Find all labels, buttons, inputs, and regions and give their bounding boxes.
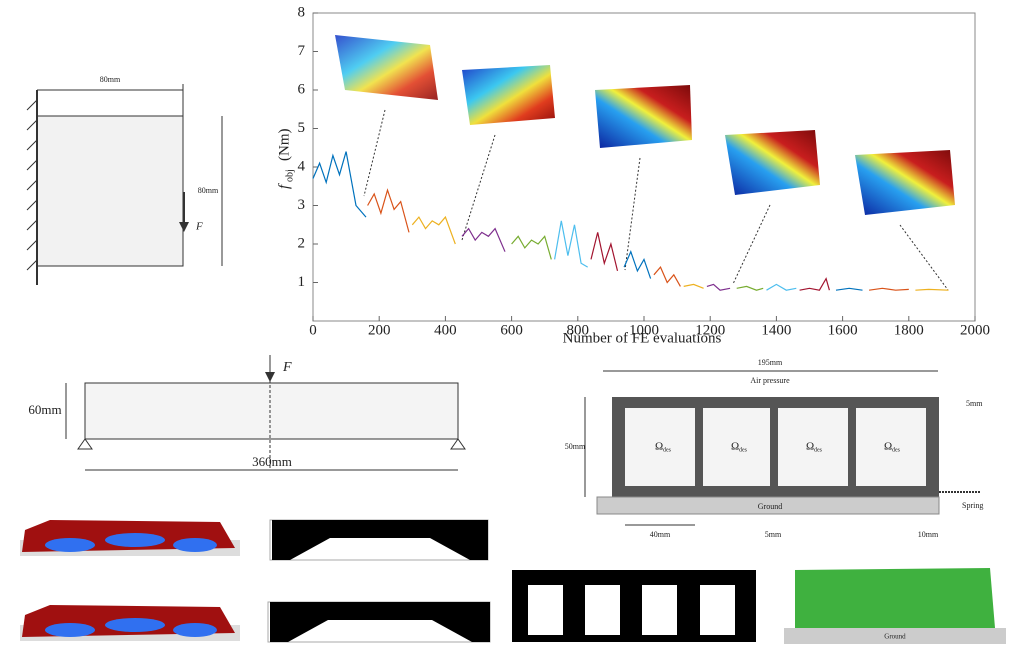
y-label-symbol: f [276,183,292,189]
domain-subscript: des [739,447,748,453]
x-tick-label: 800 [567,322,590,338]
line-series [707,284,730,290]
domain-subscript: des [663,447,672,453]
results: Ground [20,520,1006,644]
load-label: Air pressure [750,376,790,385]
y-label-subscript: obj [284,169,295,182]
dimension-label: 80mm [198,186,219,195]
line-series [737,286,764,290]
dimension-label: 40mm [650,530,671,539]
y-tick-label: 5 [298,120,306,136]
beam-diagram: F 60mm 360mm [28,355,465,470]
inset-surface [595,85,692,148]
x-tick-label: 400 [434,322,457,338]
x-tick-label: 2000 [960,322,990,338]
x-tick-label: 1200 [695,322,725,338]
inset-surface [725,130,820,195]
y-label-unit: (Nm) [276,129,292,162]
spring-label: Spring [962,501,983,510]
line-series [800,279,830,291]
y-tick-label: 2 [298,235,306,251]
line-series [836,288,863,290]
inset-surface [335,35,438,100]
x-tick-label: 1600 [828,322,858,338]
line-series [512,236,552,259]
dimension-label: 60mm [28,402,61,417]
line-series [654,267,681,286]
inset-surface [855,150,955,215]
dimension-label: 5mm [765,530,782,539]
domain-subscript: des [814,447,823,453]
figure: 80mm 80mm F Number of FE evaluations f o… [0,0,1012,647]
y-tick-label: 8 [298,4,306,20]
line-series [767,284,797,290]
y-tick-label: 6 [298,81,306,97]
line-series [591,232,618,271]
y-tick-label: 7 [298,43,306,59]
force-label: F [282,360,292,375]
force-label: F [195,221,203,233]
cantilever-diagram: 80mm 80mm F [27,75,222,285]
ground-label: Ground [758,502,782,511]
x-tick-label: 1000 [629,322,659,338]
x-tick-label: 200 [368,322,391,338]
domain-symbol: Ω [884,441,892,453]
x-tick-label: 600 [500,322,523,338]
x-tick-label: 0 [309,322,317,338]
y-axis-label: f obj (Nm) [276,129,295,190]
domain-subscript: des [892,447,901,453]
ground-label: Ground [884,633,906,641]
line-series [368,190,409,232]
dimension-label: 5mm [966,399,983,408]
domain-symbol: Ω [806,441,814,453]
y-tick-label: 4 [298,158,306,174]
line-series [313,152,366,218]
line-series [624,252,651,279]
line-series [412,217,455,244]
dimension-label: 360mm [252,454,292,469]
x-tick-label: 1800 [894,322,924,338]
line-series [684,284,704,288]
y-tick-label: 3 [298,197,306,213]
domain-symbol: Ω [655,441,663,453]
line-series [462,229,505,252]
line-series [915,289,948,290]
dimension-label: 50mm [565,442,586,451]
inset-surface [462,65,555,125]
domain-symbol: Ω [731,441,739,453]
line-series [869,288,909,290]
dimension-label: 10mm [918,530,939,539]
dimension-label: 80mm [100,75,121,84]
dimension-label: 195mm [758,358,783,367]
y-tick-label: 1 [298,274,306,290]
line-series [555,221,588,267]
x-tick-label: 1400 [761,322,791,338]
